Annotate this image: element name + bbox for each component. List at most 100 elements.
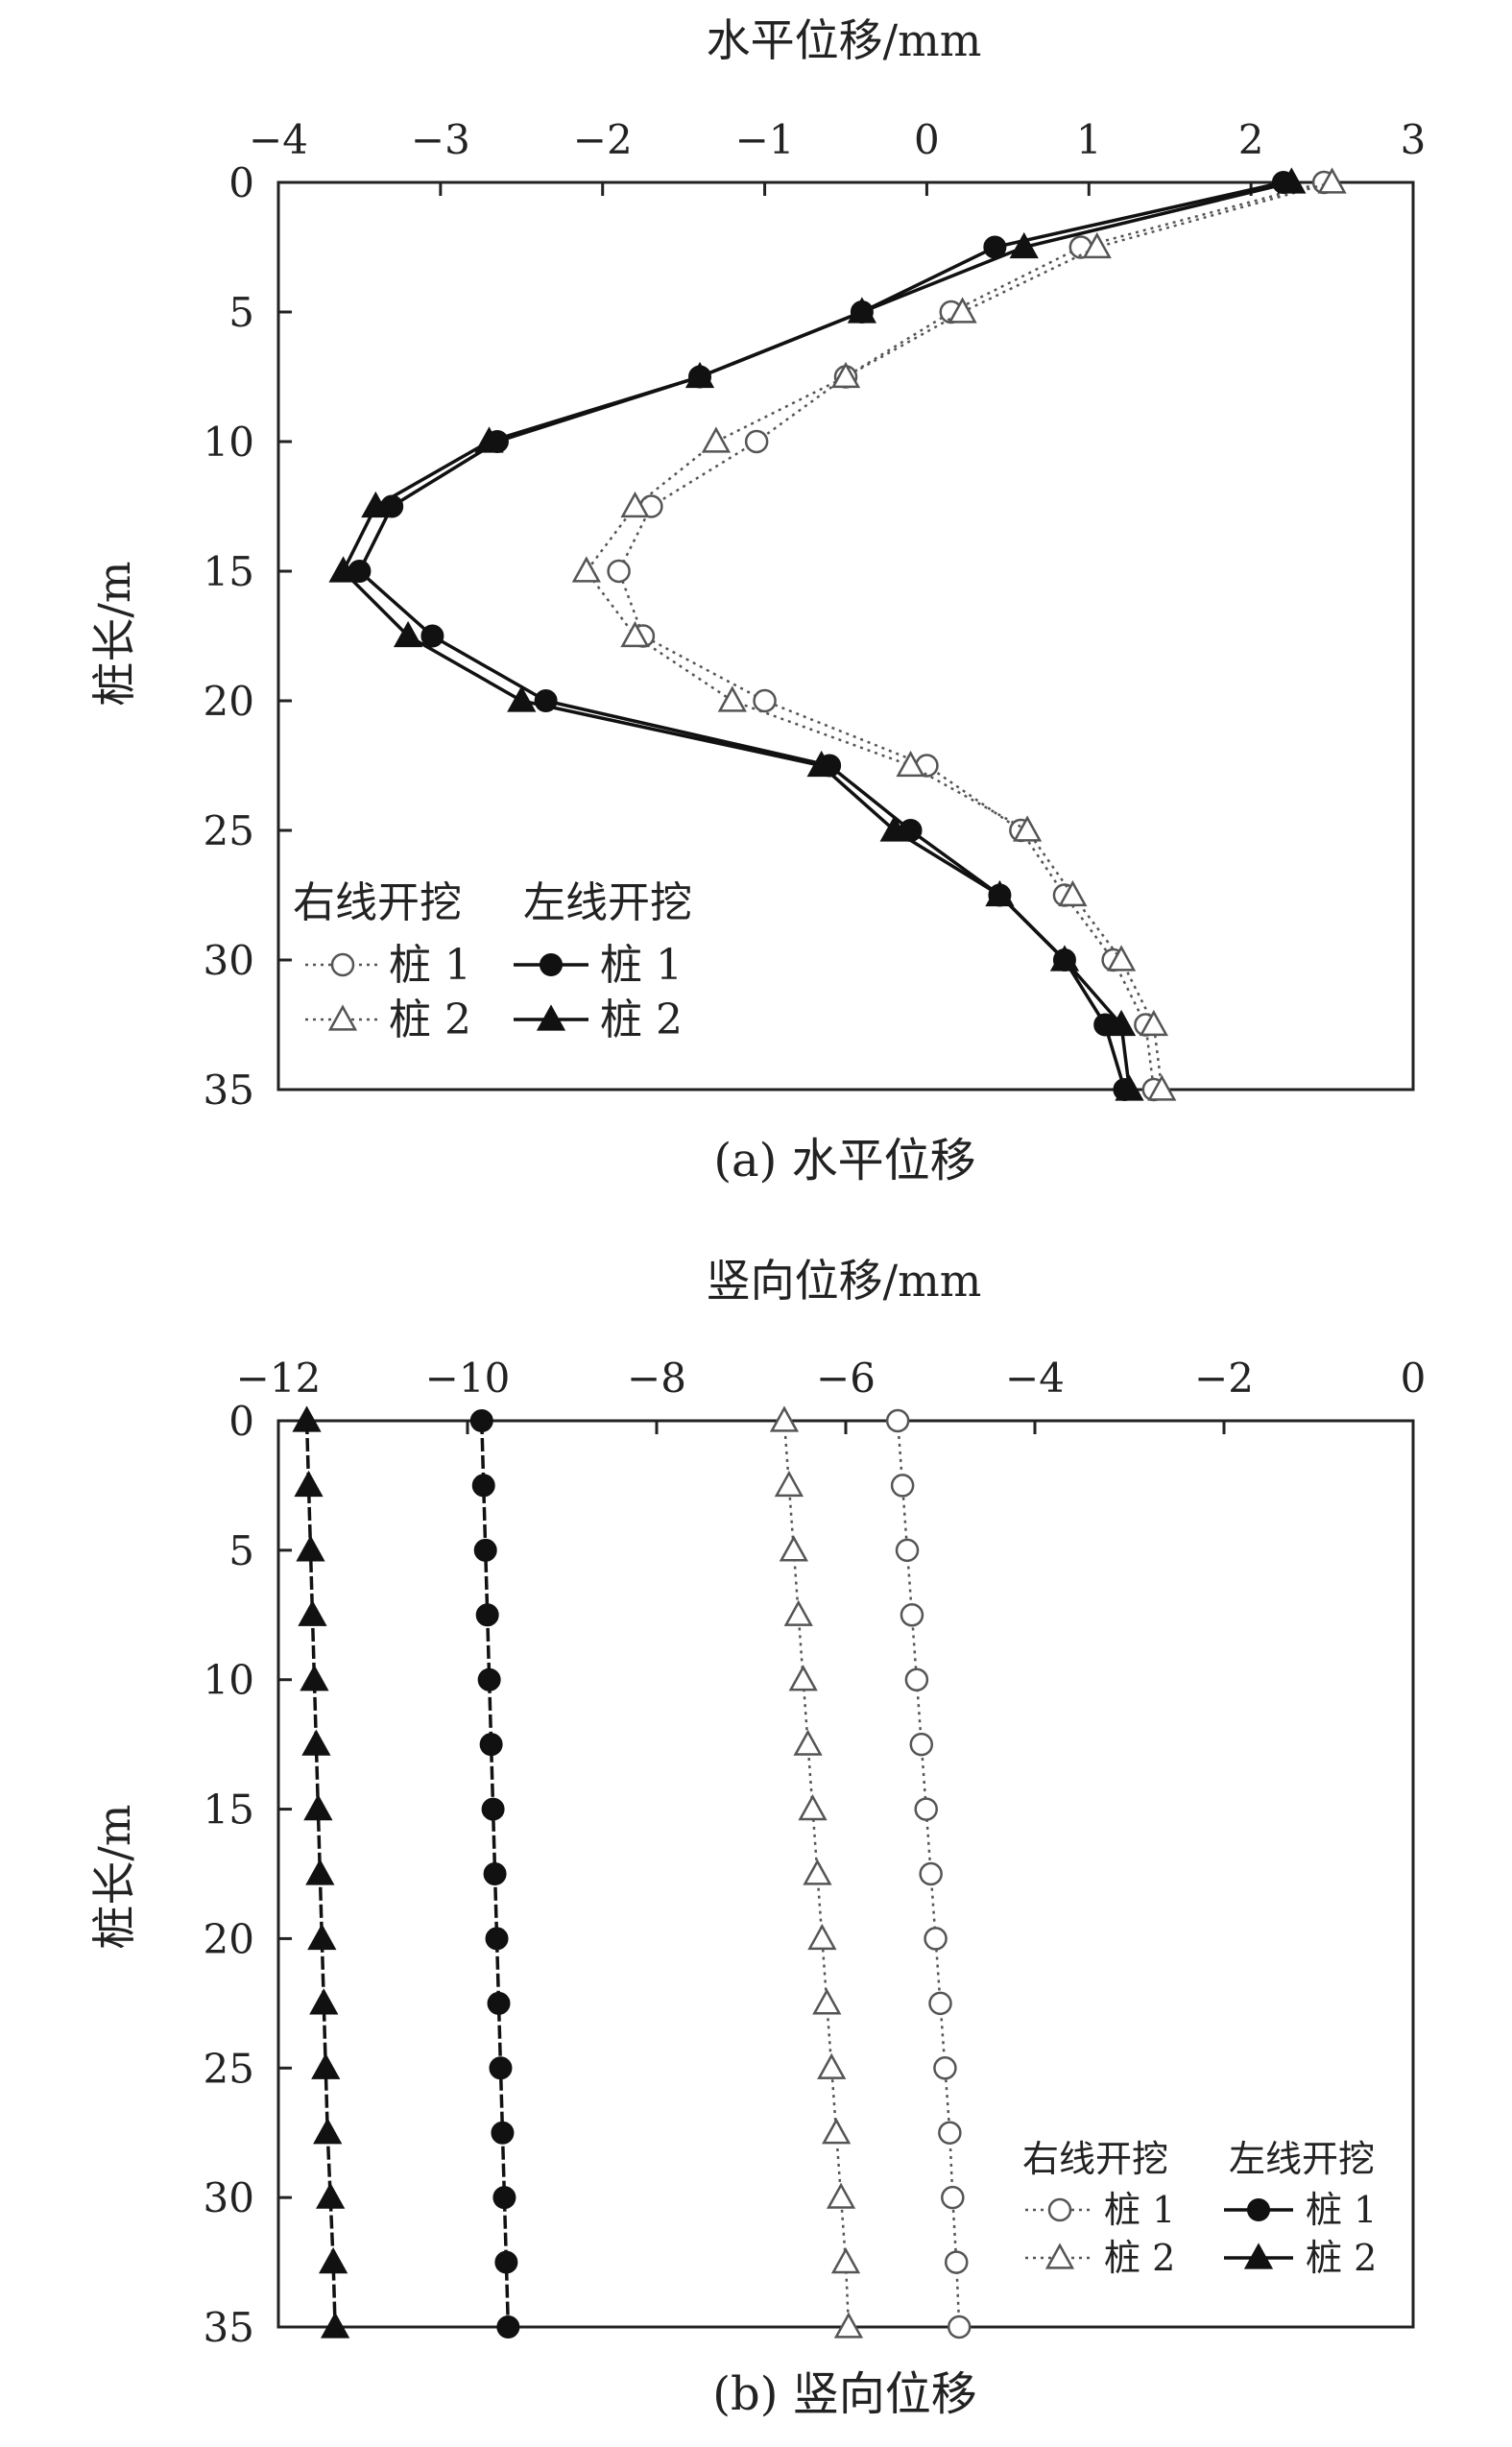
a-ytick-label: 15: [204, 548, 254, 595]
chart-b-legend-sample-r2-marker: [1044, 2243, 1075, 2269]
b-series-point-0: [914, 1797, 938, 1821]
b-series-point-0: [919, 1861, 943, 1886]
a-series-line-3: [341, 180, 1292, 1091]
chart-a-legend-sample-l1-marker: [540, 953, 563, 976]
a-ytick-label: 0: [228, 159, 254, 206]
a-series-point-3: [684, 361, 715, 389]
b-series-point-2: [494, 2250, 518, 2274]
chart-a-legend-label-l2: 桩 2: [600, 996, 683, 1044]
b-series-point-1: [833, 2312, 864, 2339]
b-series-point-3: [320, 2312, 350, 2339]
b-series-point-1: [817, 2052, 847, 2079]
a-series-point-1: [1012, 815, 1043, 842]
a-series-point-1: [896, 750, 925, 778]
a-series-point-0: [607, 559, 631, 584]
a-series-point-3: [393, 620, 423, 648]
a-series-point-1: [701, 426, 732, 453]
a-series-point-1: [571, 556, 601, 583]
a-series-point-3: [1049, 945, 1080, 972]
b-series-point-2: [483, 1862, 507, 1885]
b-series-point-3: [300, 1665, 329, 1691]
b-series-point-1: [812, 1988, 842, 2015]
b-xtick-label: −2: [1194, 1355, 1254, 1402]
b-series-point-0: [928, 1991, 952, 2016]
chart-b-legend-group-left: 左线开挖: [1229, 2138, 1375, 2180]
a-series-point-1: [948, 297, 977, 324]
b-series-point-2: [469, 1409, 493, 1432]
a-series-point-1: [1058, 879, 1088, 907]
chart-a-legend-sample-r2-marker: [327, 1004, 358, 1031]
chart-a-legend: 右线开挖 左线开挖 桩 1 桩 2 桩 1 桩 2: [293, 878, 692, 1044]
a-series-point-1: [1147, 1074, 1177, 1101]
b-series-point-1: [798, 1793, 828, 1821]
a-series-point-1: [830, 361, 861, 389]
chart-a-legend-group-left: 左线开挖: [523, 878, 692, 927]
chart-b-xticks: −12 −10 −8 −6 −4 −2 0: [236, 1355, 1426, 1434]
a-series-point-1: [620, 620, 650, 648]
a-ytick-label: 10: [204, 419, 254, 466]
chart-a-yticks: 0 5 10 15 20 25 30 35: [204, 159, 292, 1114]
chart-a-plot-frame: [276, 180, 1415, 1092]
chart-a-legend-sample-l2-marker: [536, 1004, 566, 1031]
chart-a-legend-label-r1: 桩 1: [389, 941, 471, 990]
b-ytick-label: 25: [204, 2045, 254, 2092]
b-series-point-3: [307, 1923, 337, 1951]
b-ytick-label: 10: [204, 1657, 254, 1704]
chart-b-legend-label-r2: 桩 2: [1104, 2237, 1175, 2279]
a-ytick-label: 30: [204, 937, 254, 984]
b-series-point-3: [294, 1470, 324, 1498]
a-xtick-label: −3: [411, 116, 470, 163]
b-series-point-2: [487, 1991, 511, 2015]
a-xtick-label: −1: [735, 116, 795, 163]
chart-b-legend-sample-l2-marker: [1243, 2243, 1274, 2269]
b-series-point-0: [885, 1408, 910, 1433]
a-series-point-1: [1106, 945, 1137, 972]
chart-b-ylabel: 桩长/m: [88, 1804, 140, 1949]
b-series-point-0: [938, 2121, 962, 2145]
b-series-point-3: [303, 1793, 333, 1821]
chart-a-series: [328, 167, 1347, 1102]
a-series-point-1: [1139, 1009, 1168, 1037]
b-series-point-1: [826, 2182, 856, 2209]
b-series-point-1: [803, 1859, 832, 1885]
a-xtick-label: −2: [573, 116, 633, 163]
b-series-point-3: [313, 2118, 343, 2145]
a-xtick-label: 0: [914, 116, 940, 163]
chart-b-legend-group-right: 右线开挖: [1022, 2138, 1168, 2180]
b-ytick-label: 30: [204, 2174, 254, 2221]
a-ytick-label: 20: [204, 678, 254, 725]
a-series-point-1: [1317, 167, 1347, 194]
b-series-point-1: [788, 1665, 818, 1691]
b-series-point-3: [301, 1729, 331, 1756]
chart-b-legend-label-l2: 桩 2: [1306, 2237, 1377, 2279]
a-series-point-1: [1082, 231, 1112, 259]
chart-b-legend-label-l1: 桩 1: [1306, 2189, 1377, 2231]
b-series-point-3: [319, 2246, 348, 2274]
chart-b-caption: (b) 竖向位移: [712, 2367, 976, 2421]
chart-a: 水平位移/mm 桩长/m −4 −3 −2 −1 0 1 2 3 0 5 10 15 20 25 30 35…: [88, 14, 1426, 1188]
chart-b-legend-label-r1: 桩 1: [1104, 2189, 1175, 2231]
a-series-point-3: [507, 685, 537, 712]
b-series-point-1: [779, 1535, 808, 1562]
b-series-point-0: [904, 1667, 929, 1691]
b-ytick-label: 20: [204, 1915, 254, 1962]
b-xtick-label: −6: [816, 1355, 876, 1402]
chart-a-xticks: −4 −3 −2 −1 0 1 2 3: [249, 116, 1426, 196]
b-series-point-1: [793, 1729, 823, 1756]
b-series-point-2: [475, 1603, 499, 1627]
a-series-point-3: [1009, 231, 1039, 259]
b-series-point-1: [822, 2118, 852, 2145]
a-series-point-3: [847, 297, 877, 324]
b-series-point-0: [933, 2056, 957, 2080]
chart-a-xlabel: 水平位移/mm: [707, 14, 982, 66]
b-xtick-label: −8: [627, 1355, 686, 1402]
a-series-point-3: [879, 815, 909, 842]
b-series-point-2: [491, 2121, 515, 2145]
a-ytick-label: 35: [204, 1067, 254, 1114]
a-series-point-3: [985, 879, 1015, 907]
a-series-point-3: [328, 556, 358, 583]
b-series-point-0: [900, 1603, 924, 1627]
chart-a-caption: (a) 水平位移: [713, 1134, 975, 1188]
a-series-point-0: [744, 429, 769, 454]
